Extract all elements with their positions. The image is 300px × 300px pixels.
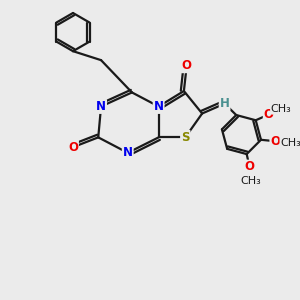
Text: CH₃: CH₃ (271, 104, 291, 114)
Text: CH₃: CH₃ (280, 138, 300, 148)
Text: O: O (68, 141, 78, 154)
Text: CH₃: CH₃ (241, 176, 261, 186)
Text: N: N (123, 146, 133, 159)
Text: H: H (220, 97, 230, 110)
Text: O: O (270, 135, 280, 148)
Text: N: N (154, 100, 164, 113)
Text: O: O (244, 160, 254, 173)
Text: N: N (96, 100, 106, 113)
Text: S: S (181, 131, 190, 144)
Text: O: O (263, 108, 273, 121)
Text: O: O (182, 59, 192, 72)
